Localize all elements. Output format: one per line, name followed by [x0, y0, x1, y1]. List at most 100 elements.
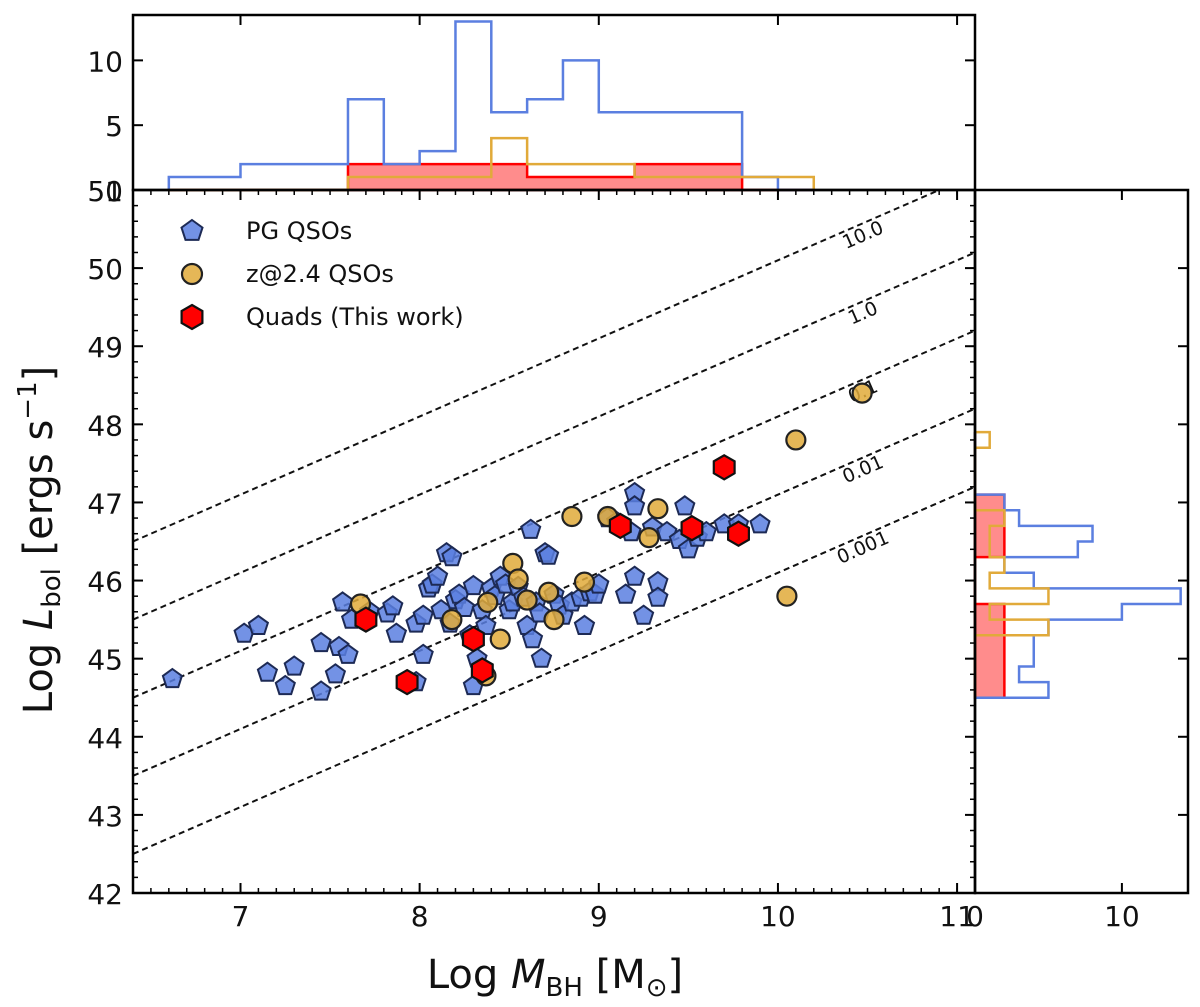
series-1 [349, 382, 873, 687]
y-tick-label: 42 [87, 878, 123, 911]
data-points [161, 382, 873, 701]
pentagon-point [331, 591, 354, 612]
eddington-line-1.0 [133, 251, 975, 621]
pentagon-point [521, 627, 544, 649]
top-hist-tick-label: 0 [105, 175, 123, 208]
pentagon-point [385, 622, 408, 643]
y-axis-label: Log Lbol [ergs s−1] [13, 366, 67, 715]
series-2 [354, 454, 751, 696]
pentagon-point [674, 495, 696, 516]
hexagon-point [354, 606, 378, 633]
legend-marker [180, 262, 204, 286]
circle-point [776, 585, 798, 607]
pentagon-point [530, 647, 553, 668]
eddington-line-10.0 [133, 190, 942, 543]
right-hist-tick-label: 10 [1104, 900, 1140, 933]
series-0 [161, 481, 771, 701]
circle-point [851, 382, 873, 404]
pentagon-point [632, 604, 655, 625]
legend: PG QSOs z@2.4 QSOs Quads (This work) [180, 217, 464, 331]
hexagon-point [726, 520, 751, 547]
y-tick-label: 51 [87, 175, 123, 208]
circle-point [516, 589, 538, 611]
pentagon-point [283, 655, 305, 676]
y-tick-label: 45 [87, 644, 123, 677]
eddington-label: 0.01 [839, 451, 887, 488]
top-hist-tick-label: 10 [87, 45, 123, 78]
y-tick-label: 48 [87, 409, 123, 442]
legend-label: Quads (This work) [246, 303, 464, 331]
hexagon-point [680, 514, 704, 542]
x-tick-label: 11 [939, 900, 975, 933]
pentagon-point [520, 518, 542, 539]
main-axes: 7 8 9 10 11 42 43 44 45 46 47 48 49 50 51 [87, 175, 977, 933]
pentagon-point [256, 661, 279, 682]
circle-point [638, 526, 660, 549]
eddington-label: 0.001 [834, 527, 893, 569]
pentagon-point [462, 574, 485, 596]
right-hist-tick-label: 0 [966, 900, 984, 933]
circle-point [573, 571, 596, 593]
pentagon-point [247, 614, 270, 635]
eddington-line-0.1 [133, 329, 975, 699]
x-tick-label: 9 [590, 900, 608, 933]
top-hist-tick-label: 5 [105, 110, 123, 143]
x-tick-label: 7 [232, 900, 250, 933]
pentagon-point [324, 663, 347, 684]
y-tick-label: 44 [87, 722, 123, 755]
pentagon-point [623, 565, 646, 586]
pentagon-point [453, 596, 476, 617]
pentagon-point [647, 586, 669, 607]
pentagon-point [382, 595, 404, 616]
x-tick-label: 10 [760, 900, 796, 933]
circle-point [538, 581, 560, 603]
hexagon-point [395, 668, 419, 696]
pentagon-point [441, 545, 463, 567]
pg-top-histogram [167, 20, 814, 192]
circle-point [785, 429, 807, 451]
main-scatter-panel: 10.01.00.10.010.001 78910114243444546474… [87, 175, 977, 933]
hexagon-point [470, 657, 494, 684]
pentagon-point [337, 643, 359, 664]
legend-marker [180, 218, 204, 241]
pentagon-point [573, 614, 596, 635]
y-tick-label: 49 [87, 331, 123, 364]
hexagon-point [712, 454, 736, 481]
eddington-line-0.01 [133, 407, 975, 777]
main-frame [131, 188, 977, 895]
pg-right-histogram [973, 432, 1182, 699]
pentagon-point [161, 667, 184, 689]
circle-point [647, 498, 669, 520]
pentagon-point [274, 674, 296, 696]
pentagon-point [310, 680, 332, 701]
x-axis-label: Log MBH [M⊙] [427, 952, 683, 1003]
quads-right-histogram [973, 432, 1006, 699]
pentagon-point [537, 544, 560, 565]
y-tick-label: 50 [87, 253, 123, 286]
x-tick-label: 8 [411, 900, 429, 933]
eddington-label: 10.0 [839, 217, 887, 254]
eddington-line-0.001 [133, 485, 975, 855]
pentagon-point [426, 565, 449, 586]
circle-point [441, 609, 463, 631]
eddington-label: 1.0 [845, 297, 881, 329]
pentagon-point [412, 643, 434, 664]
legend-label: PG QSOs [246, 217, 352, 245]
pentagon-point [310, 631, 332, 653]
hexagon-point [608, 512, 632, 540]
circle-point [507, 568, 529, 590]
hexagon-point [461, 625, 485, 653]
pentagon-point [475, 614, 497, 635]
circle-point [477, 591, 499, 614]
circle-point [543, 609, 565, 631]
legend-label: z@2.4 QSOs [246, 260, 394, 288]
y-tick-label: 43 [87, 800, 123, 833]
y-tick-label: 46 [87, 566, 123, 599]
pentagon-point [749, 513, 771, 534]
right-histogram: 0 10 [966, 188, 1190, 933]
legend-marker [180, 303, 204, 331]
circle-point [561, 505, 583, 528]
pentagon-point [614, 583, 637, 604]
top-histogram: 0 5 10 [87, 13, 977, 208]
